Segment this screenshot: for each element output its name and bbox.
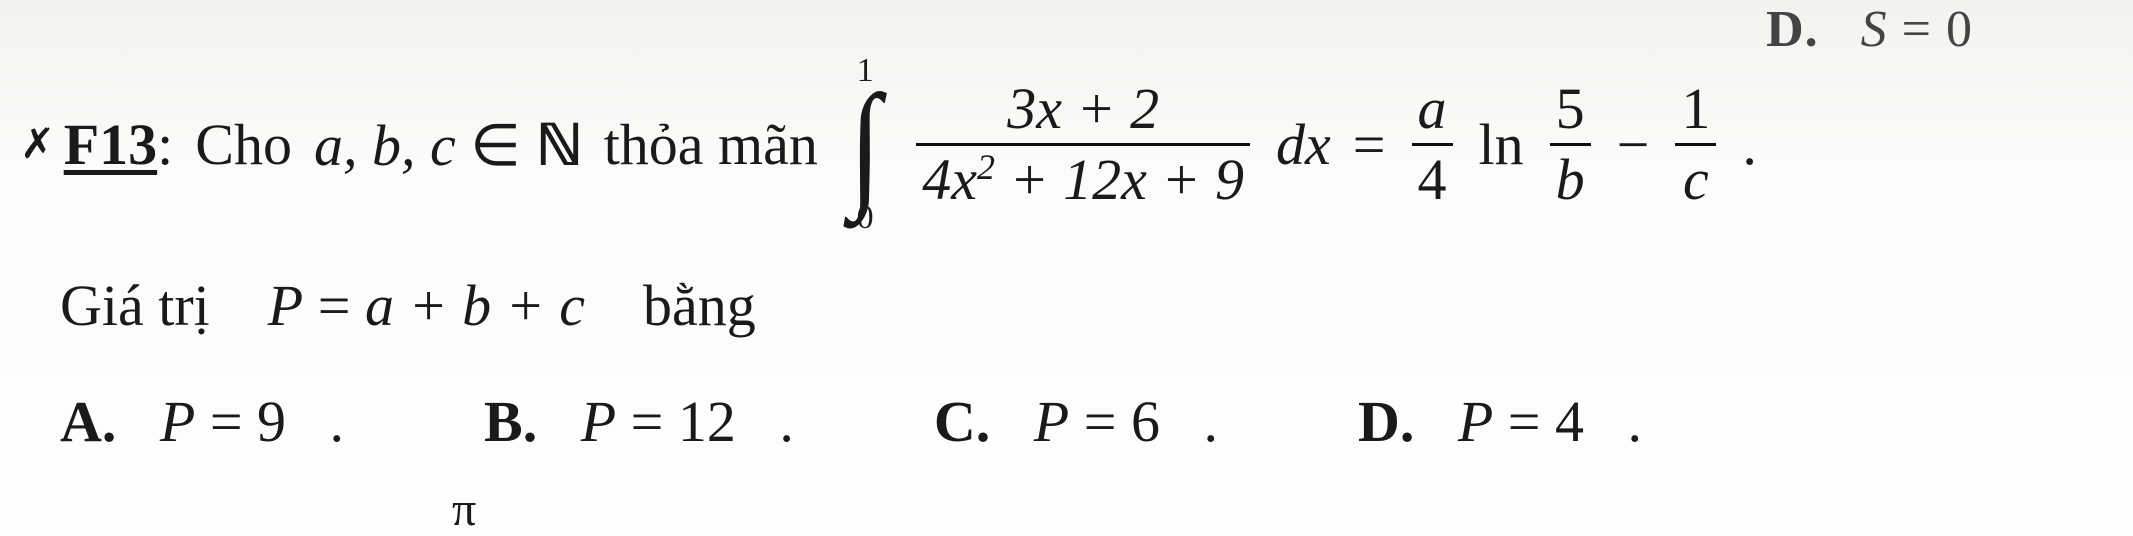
P-var: P <box>268 273 303 338</box>
fraction-bar <box>916 143 1250 146</box>
choice-B-eq: = <box>631 389 664 454</box>
choice-C[interactable]: C. P = 6 . <box>934 388 1218 455</box>
choice-C-label: C. <box>934 389 990 454</box>
rhs-a: a <box>1412 79 1453 139</box>
choice-C-eq: = <box>1084 389 1117 454</box>
choice-D-label: D. <box>1358 389 1414 454</box>
choice-B-lhs: P <box>581 389 616 454</box>
rhs-c: c <box>1677 150 1715 210</box>
tick-icon: ✗ <box>20 122 55 168</box>
choice-D-rhs: 4 <box>1555 389 1584 454</box>
prev-choice-rhs: 0 <box>1946 1 1973 58</box>
choice-A-lhs: P <box>160 389 195 454</box>
choice-C-dot: . <box>1203 389 1218 454</box>
word-thoaman: thỏa mãn <box>604 111 818 178</box>
choice-B-label: B. <box>484 389 537 454</box>
stray-pi: π <box>452 482 476 536</box>
choice-A[interactable]: A. P = 9 . <box>60 388 344 455</box>
choice-A-label: A. <box>60 389 116 454</box>
period: . <box>1742 111 1757 178</box>
choice-C-lhs: P <box>1034 389 1069 454</box>
integrand-fraction: 3x + 2 4x2 + 12x + 9 <box>916 79 1250 211</box>
vars-clause: a, b, c ∈ ℕ <box>314 111 582 179</box>
choice-B-rhs: 12 <box>678 389 736 454</box>
word-bang: bằng <box>643 273 756 338</box>
rhs-5: 5 <box>1550 79 1591 139</box>
choice-B-dot: . <box>779 389 794 454</box>
prev-choice-label: D. <box>1766 1 1819 58</box>
prev-choice-fragment: D. S = 0 <box>1766 0 1973 59</box>
exam-page: D. S = 0 ✗ F13: Cho a, b, c ∈ ℕ thỏa mãn… <box>0 0 2133 536</box>
naturals-symbol: ℕ <box>535 111 581 179</box>
question-line-1: ✗ F13: Cho a, b, c ∈ ℕ thỏa mãn 1 ∫ 0 3x… <box>20 54 1757 235</box>
eq2: = <box>318 273 351 338</box>
rhs-5b-bar <box>1550 143 1591 146</box>
rhs-frac-5b: 5 b <box>1550 79 1591 211</box>
integrand-num: 3x + 2 <box>1001 79 1165 139</box>
rhs-frac-1c: 1 c <box>1675 79 1716 211</box>
rhs-b: b <box>1550 150 1591 210</box>
rhs-a4-bar <box>1412 143 1453 146</box>
word-giatri: Giá trị <box>60 273 210 338</box>
choice-D-eq: = <box>1508 389 1541 454</box>
minus: − <box>1617 111 1650 178</box>
integral-sign-icon: ∫ <box>849 90 880 199</box>
word-cho: Cho <box>195 111 292 178</box>
question-label: F13 <box>64 112 157 177</box>
equals: = <box>1353 111 1386 178</box>
integrand-den: 4x2 + 12x + 9 <box>916 150 1250 210</box>
ln: ln <box>1479 111 1524 178</box>
prev-choice-lhs: S <box>1861 1 1888 58</box>
choice-C-rhs: 6 <box>1131 389 1160 454</box>
sum-abc: a + b + c <box>365 273 585 338</box>
integral: 1 ∫ 0 <box>846 54 884 235</box>
choice-D[interactable]: D. P = 4 . <box>1358 388 1642 455</box>
choice-B[interactable]: B. P = 12 . <box>484 388 794 455</box>
choice-A-rhs: 9 <box>257 389 286 454</box>
colon: : <box>157 112 173 177</box>
prev-choice-op: = <box>1902 1 1932 58</box>
question-prefix: ✗ F13: <box>20 111 173 178</box>
dx: dx <box>1276 111 1331 178</box>
rhs-1c-bar <box>1675 143 1716 146</box>
vars-abc: a, b, c <box>314 113 456 178</box>
question-line-2: Giá trị P = a + b + c bằng <box>60 272 756 339</box>
rhs-4: 4 <box>1412 150 1453 210</box>
answer-choices: A. P = 9 . B. P = 12 . C. P = 6 . <box>60 388 2070 455</box>
rhs-1: 1 <box>1675 79 1716 139</box>
choice-D-dot: . <box>1627 389 1642 454</box>
rhs-frac-a4: a 4 <box>1412 79 1453 211</box>
den-rest: + 12x + 9 <box>995 147 1244 212</box>
choice-A-eq: = <box>210 389 243 454</box>
den-4x: 4x <box>922 147 977 212</box>
choice-A-dot: . <box>330 389 345 454</box>
choice-D-lhs: P <box>1458 389 1493 454</box>
den-exp: 2 <box>977 147 995 187</box>
element-of-symbol: ∈ <box>470 113 521 178</box>
